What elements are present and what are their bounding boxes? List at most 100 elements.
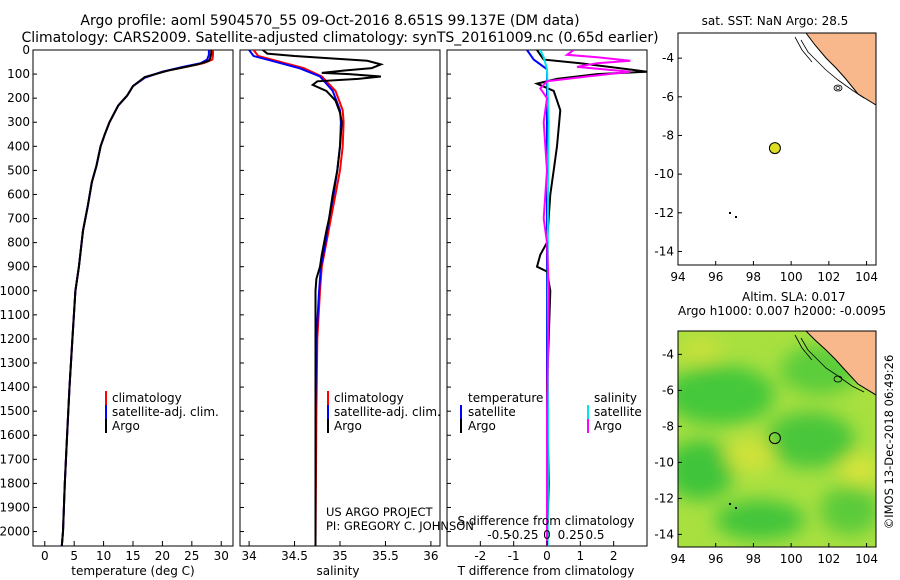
map-x-tick-label: 98	[746, 552, 761, 566]
map-y-tick-label: -12	[654, 491, 674, 505]
salinity-legend: climatology satellite-adj. clim. Argo	[327, 391, 441, 433]
legend-climatology-label: climatology	[112, 391, 182, 405]
map-y-tick-label: -14	[654, 527, 674, 541]
x-tick-label: 15	[125, 549, 140, 563]
map-y-tick-label: -14	[654, 244, 674, 258]
x-tick-label: 5	[70, 549, 78, 563]
salinity-xlabel: salinity	[316, 564, 359, 578]
sla-blob	[678, 365, 775, 425]
temperature-panel-frame	[32, 49, 234, 547]
depth-tick-label: 1400	[0, 380, 30, 394]
series-satellite-adj-clim-	[60, 50, 210, 546]
sla-island	[833, 375, 843, 383]
map-x-tick-label: 94	[670, 270, 685, 284]
depth-tick-label: 0	[22, 43, 30, 57]
sst-bathymetry-contour	[800, 39, 865, 99]
map-x-tick-label: 100	[780, 270, 803, 284]
sla-land-mass	[805, 331, 876, 396]
project-credit: US ARGO PROJECT	[326, 505, 434, 519]
sla-field	[678, 331, 876, 547]
legend-s-satellite-label: satellite	[594, 405, 642, 419]
sla-blob	[678, 440, 735, 500]
depth-tick-label: 1800	[0, 476, 30, 490]
legend-salinity-title: salinity	[594, 391, 637, 405]
series-t-argo	[533, 50, 647, 546]
sst-land-mass	[805, 32, 877, 106]
map-x-tick-label: 96	[708, 270, 723, 284]
depth-tick-label: 300	[7, 115, 30, 129]
x-tick-label: 0	[41, 549, 49, 563]
sla-blob	[715, 500, 805, 540]
legend-t-argo-label: Argo	[468, 419, 496, 433]
depth-tick-label: 1900	[0, 500, 30, 514]
sla-map-frame	[677, 330, 877, 548]
x-tick-label: 1	[577, 549, 585, 563]
depth-tick-label: 1700	[0, 452, 30, 466]
sla-bathymetry-contour	[800, 337, 865, 393]
sla-blob	[725, 437, 775, 473]
depth-tick-label: 1200	[0, 332, 30, 346]
sla-island	[735, 507, 737, 509]
x-tick-label: 34	[241, 549, 256, 563]
map-y-tick-label: -10	[654, 455, 674, 469]
x-tick-label: 2	[610, 549, 618, 563]
map-y-tick-label: -12	[654, 206, 674, 220]
depth-tick-label: 400	[7, 139, 30, 153]
x-tick-label-secondary: 0	[543, 528, 551, 542]
map-y-tick-label: -4	[662, 51, 674, 65]
temperature-panel: 0 5 10 15 20 25 30 temperature (deg C) climato…	[32, 49, 234, 578]
difference-legend: temperature satellite Argo salinity sate…	[460, 391, 642, 433]
map-x-tick-label: 100	[780, 552, 803, 566]
series-argo	[262, 50, 385, 546]
x-tick-label-secondary: -0.5	[487, 528, 510, 542]
s-difference-xlabel: S difference from climatology	[458, 514, 635, 528]
x-tick-label-secondary: 0.25	[558, 528, 585, 542]
sla-island	[729, 503, 731, 505]
depth-tick-label: 200	[7, 91, 30, 105]
x-tick-label-secondary: 0.5	[585, 528, 604, 542]
map-x-tick-label: 94	[670, 552, 685, 566]
temperature-xlabel: temperature (deg C)	[71, 564, 194, 578]
map-x-tick-label: 102	[817, 552, 840, 566]
x-tick-label: 34.5	[281, 549, 308, 563]
depth-axis-ticks: 0 100 200 300 400 500 600 700 800 900 1000 1100 1200…	[0, 43, 451, 539]
x-tick-label: 10	[96, 549, 111, 563]
sla-blob	[678, 336, 722, 364]
sst-map: sat. SST: NaN Argo: 28.5 94 96 98 100 102 104…	[654, 14, 878, 284]
legend-t-satellite-label: satellite	[468, 405, 516, 419]
x-tick-label: 35.5	[372, 549, 399, 563]
x-tick-label: 30	[214, 549, 229, 563]
series-argo	[60, 50, 213, 546]
sst-island	[729, 212, 731, 214]
depth-tick-label: 800	[7, 236, 30, 250]
sst-island	[835, 86, 841, 90]
map-y-tick-label: -8	[662, 128, 674, 142]
map-y-tick-label: -4	[662, 347, 674, 361]
series-satellite-adj-clim-	[248, 50, 342, 546]
map-x-tick-label: 96	[708, 552, 723, 566]
series-climatology	[60, 50, 214, 546]
sla-float-position-marker	[768, 432, 781, 445]
salinity-panel: 34 34.5 35 35.5 36 salinity climatology sate…	[239, 49, 474, 578]
sst-bathymetry-contour	[794, 36, 813, 63]
sst-map-title: sat. SST: NaN Argo: 28.5	[702, 14, 849, 28]
depth-tick-label: 900	[7, 260, 30, 274]
sla-blob	[840, 455, 876, 485]
depth-tick-label: 500	[7, 163, 30, 177]
x-tick-label: 25	[184, 549, 199, 563]
x-tick-label: 35	[332, 549, 347, 563]
depth-tick-label: 1100	[0, 308, 30, 322]
sla-bathymetry-contour	[794, 334, 813, 361]
depth-tick-label: 1000	[0, 284, 30, 298]
legend-satellite-label: satellite-adj. clim.	[112, 405, 219, 419]
temperature-legend: climatology satellite-adj. clim. Argo	[105, 391, 219, 433]
depth-tick-label: 1300	[0, 356, 30, 370]
x-tick-label: -1	[508, 549, 520, 563]
legend-temperature-title: temperature	[468, 391, 543, 405]
legend-satellite-label: satellite-adj. clim.	[334, 405, 441, 419]
sst-island	[833, 84, 843, 92]
map-x-tick-label: 102	[817, 270, 840, 284]
series-climatology	[252, 50, 345, 546]
depth-tick-label: 700	[7, 212, 30, 226]
